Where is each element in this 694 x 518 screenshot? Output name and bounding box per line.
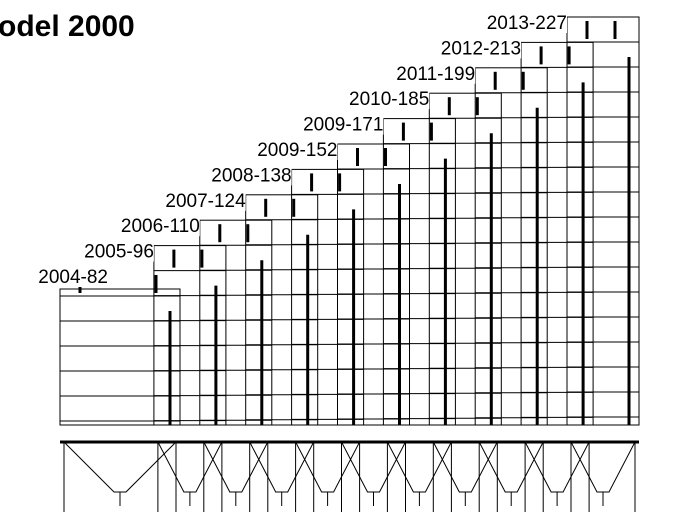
- collector-unit: [60, 275, 180, 512]
- hopper: [158, 442, 222, 492]
- unit-body: [60, 289, 180, 425]
- hopper: [479, 442, 543, 492]
- hopper: [296, 442, 360, 492]
- hopper: [342, 442, 406, 492]
- collector-unit: [567, 17, 639, 512]
- labels: 2004-82 2005-96 2006-110 2007-124 2008-138 20…: [8, 11, 567, 288]
- collector-unit: [154, 246, 226, 512]
- unit-label: 2008-138: [211, 165, 291, 186]
- hopper: [204, 442, 268, 492]
- hopper: [433, 442, 497, 492]
- unit-label: 2004-82: [38, 267, 108, 288]
- unit-label: 2012-213: [441, 38, 521, 59]
- collector-unit: [292, 169, 364, 512]
- unit-label: 2010-185: [349, 89, 429, 110]
- unit-label: 2006-110: [121, 216, 200, 237]
- collector-unit: [383, 119, 455, 512]
- hopper: [571, 442, 635, 492]
- collector-unit: [338, 144, 410, 512]
- unit-label: 2011-199: [396, 64, 475, 85]
- unit-label: 2013-227: [487, 13, 567, 34]
- hopper: [64, 442, 176, 492]
- unit-label: 2007-124: [165, 191, 246, 212]
- hopper: [525, 442, 589, 492]
- unit-label: 2009-171: [303, 115, 383, 136]
- collector-unit: [429, 93, 501, 512]
- title: odel 2000: [0, 10, 135, 43]
- collector-unit: [475, 68, 547, 512]
- collector-unit: [200, 220, 272, 512]
- hopper: [250, 442, 314, 492]
- unit-label: 2009-152: [257, 140, 337, 161]
- diagram: odel 2000 2004-82 2005-96 2006-110 2007-124…: [0, 0, 694, 518]
- unit-label: 2005-96: [84, 242, 154, 263]
- hopper: [387, 442, 451, 492]
